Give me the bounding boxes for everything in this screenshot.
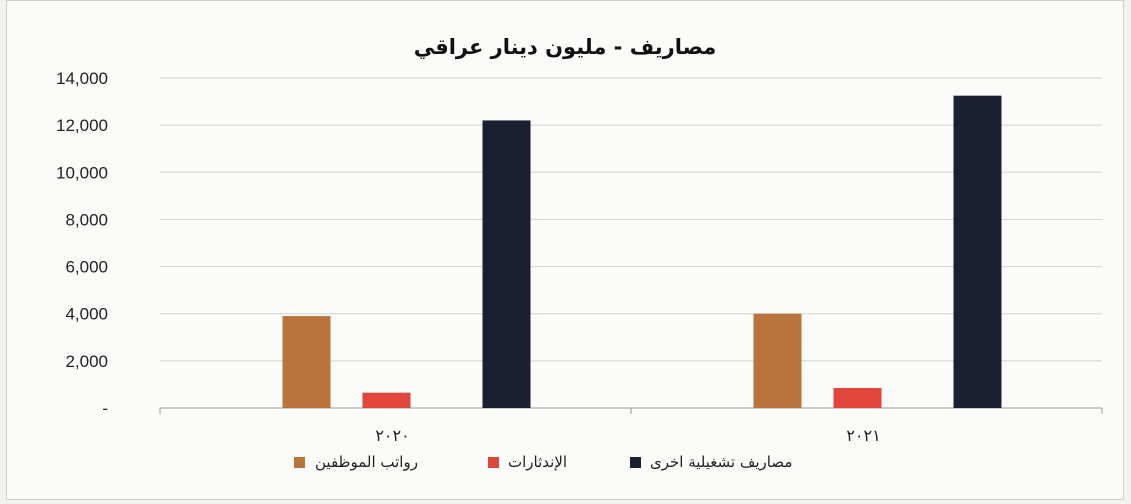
bar-salaries-1 <box>753 313 802 408</box>
x-category-label: ٢٠٢١ <box>846 426 880 445</box>
y-tick-label: 14,000 <box>56 69 108 88</box>
legend-swatch-2 <box>630 457 641 468</box>
bar-salaries-0 <box>282 316 331 408</box>
bar-other-operating-0 <box>482 120 531 408</box>
legend-swatch-0 <box>294 457 305 468</box>
y-tick-label: - <box>102 399 108 418</box>
chart-frame <box>6 0 1124 500</box>
x-category-labels: ٢٠٢٠ ٢٠٢١ <box>375 426 880 445</box>
y-tick-label: 8,000 <box>65 210 108 229</box>
legend-label-2: مصاريف تشغيلية اخرى <box>650 453 792 471</box>
chart-title: مصاريف - مليون دينار عراقي <box>414 35 717 59</box>
axes <box>159 407 1103 414</box>
x-category-label: ٢٠٢٠ <box>375 426 409 445</box>
bars <box>282 95 1002 408</box>
y-tick-label: 2,000 <box>65 352 108 371</box>
legend: رواتب الموظفين الإندثارات مصاريف تشغيلية ا… <box>294 453 792 471</box>
bar-depreciation-0 <box>362 392 411 408</box>
bar-depreciation-1 <box>833 387 882 408</box>
y-tick-label: 12,000 <box>56 116 108 135</box>
legend-label-1: الإندثارات <box>508 453 567 471</box>
y-tick-label: 10,000 <box>56 163 108 182</box>
legend-swatch-1 <box>488 457 499 468</box>
y-tick-labels: - 2,000 4,000 6,000 8,000 10,000 12,000 14,000 <box>56 69 108 418</box>
y-tick-label: 6,000 <box>65 258 108 277</box>
bar-other-operating-1 <box>953 95 1002 408</box>
y-tick-label: 4,000 <box>65 305 108 324</box>
legend-label-0: رواتب الموظفين <box>315 453 418 471</box>
